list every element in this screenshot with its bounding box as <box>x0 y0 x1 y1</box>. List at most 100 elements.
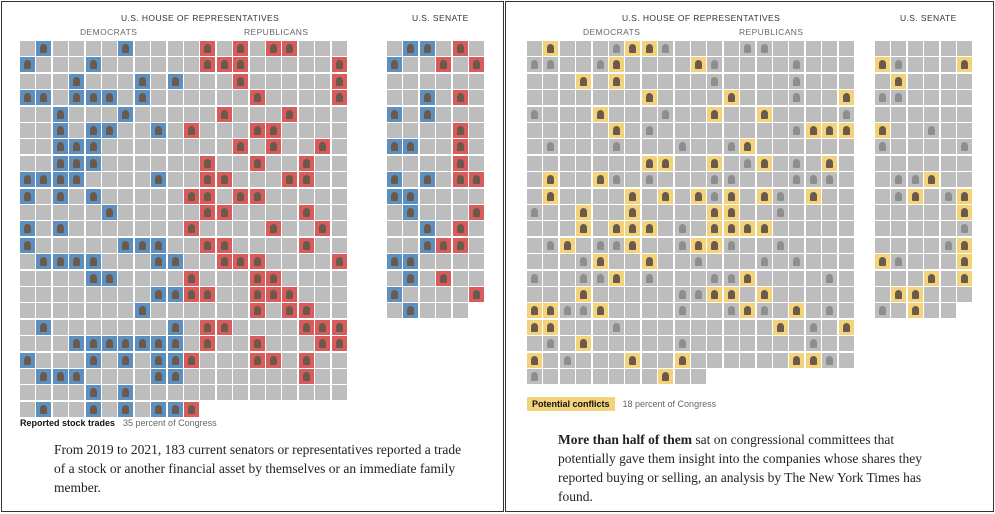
seat-cell <box>299 189 314 204</box>
seat-cell <box>773 254 788 269</box>
seat-cell <box>609 107 624 122</box>
seat-cell <box>168 57 183 72</box>
seat-cell <box>675 189 690 204</box>
seat-cell <box>217 156 232 171</box>
seat-cell <box>420 254 435 269</box>
seat-cell <box>707 238 722 253</box>
seat-cell <box>299 123 314 138</box>
seat-cell <box>217 172 232 187</box>
seat-cell <box>625 74 640 89</box>
seat-cell <box>609 74 624 89</box>
seat-cell <box>332 221 347 236</box>
seat-cell <box>891 74 906 89</box>
seat-cell <box>469 107 484 122</box>
seat-cell <box>593 107 608 122</box>
seat-cell <box>527 303 542 318</box>
seat-cell <box>403 156 418 171</box>
seat-cell <box>724 57 739 72</box>
seat-cell <box>36 369 51 384</box>
seat-cell <box>576 271 591 286</box>
seat-cell <box>806 107 821 122</box>
seat-cell <box>593 221 608 236</box>
seat-cell <box>560 123 575 138</box>
seat-cell <box>941 254 956 269</box>
seat-cell <box>151 205 166 220</box>
seat-cell <box>403 189 418 204</box>
seat-cell <box>20 107 35 122</box>
seat-cell <box>86 254 101 269</box>
seat-cell <box>217 74 232 89</box>
seat-cell <box>151 189 166 204</box>
seat-cell <box>53 74 68 89</box>
seat-cell <box>299 139 314 154</box>
seat-cell <box>315 172 330 187</box>
seat-cell <box>315 156 330 171</box>
seat-cell <box>658 205 673 220</box>
seat-cell <box>822 271 837 286</box>
seat-cell <box>924 172 939 187</box>
seat-cell <box>69 320 84 335</box>
seat-cell <box>102 238 117 253</box>
seat-cell <box>151 123 166 138</box>
seat-cell <box>20 139 35 154</box>
seat-cell <box>250 205 265 220</box>
seat-cell <box>387 238 402 253</box>
seat-cell <box>315 271 330 286</box>
seat-cell <box>625 90 640 105</box>
seat-cell <box>757 172 772 187</box>
seat-cell <box>332 107 347 122</box>
seat-cell <box>707 107 722 122</box>
seat-cell <box>86 402 101 417</box>
seat-cell <box>724 156 739 171</box>
seat-cell <box>299 238 314 253</box>
seat-cell <box>625 238 640 253</box>
seat-cell <box>576 238 591 253</box>
seat-cell <box>924 57 939 72</box>
seat-cell <box>86 189 101 204</box>
seat-cell <box>36 303 51 318</box>
seat-cell <box>200 238 215 253</box>
seat-cell <box>941 238 956 253</box>
seat-cell <box>593 303 608 318</box>
seat-cell <box>217 221 232 236</box>
seat-cell <box>250 74 265 89</box>
seat-cell <box>453 271 468 286</box>
seat-cell <box>560 287 575 302</box>
seat-cell <box>184 336 199 351</box>
seat-cell <box>69 139 84 154</box>
seat-cell <box>184 123 199 138</box>
seat-cell <box>941 205 956 220</box>
seat-cell <box>86 221 101 236</box>
seat-cell <box>233 139 248 154</box>
senate-title: U.S. SENATE <box>900 13 957 23</box>
seat-cell <box>941 271 956 286</box>
seat-cell <box>118 402 133 417</box>
seat-cell <box>250 90 265 105</box>
seat-cell <box>875 205 890 220</box>
seat-cell <box>20 385 35 400</box>
seat-cell <box>924 221 939 236</box>
seat-cell <box>675 221 690 236</box>
seat-cell <box>593 287 608 302</box>
seat-cell <box>609 238 624 253</box>
seat-cell <box>691 205 706 220</box>
seat-cell <box>299 385 314 400</box>
seat-cell <box>757 41 772 56</box>
seat-cell <box>941 123 956 138</box>
seat-cell <box>822 254 837 269</box>
seat-cell <box>924 238 939 253</box>
seat-cell <box>839 238 854 253</box>
seat-cell <box>560 172 575 187</box>
seat-cell <box>20 271 35 286</box>
seat-cell <box>707 221 722 236</box>
seat-cell <box>420 90 435 105</box>
seat-cell <box>282 123 297 138</box>
seat-cell <box>724 74 739 89</box>
seat-cell <box>151 353 166 368</box>
seat-cell <box>266 57 281 72</box>
seat-cell <box>53 221 68 236</box>
seat-cell <box>69 385 84 400</box>
seat-cell <box>593 336 608 351</box>
seat-cell <box>691 320 706 335</box>
seat-cell <box>168 123 183 138</box>
